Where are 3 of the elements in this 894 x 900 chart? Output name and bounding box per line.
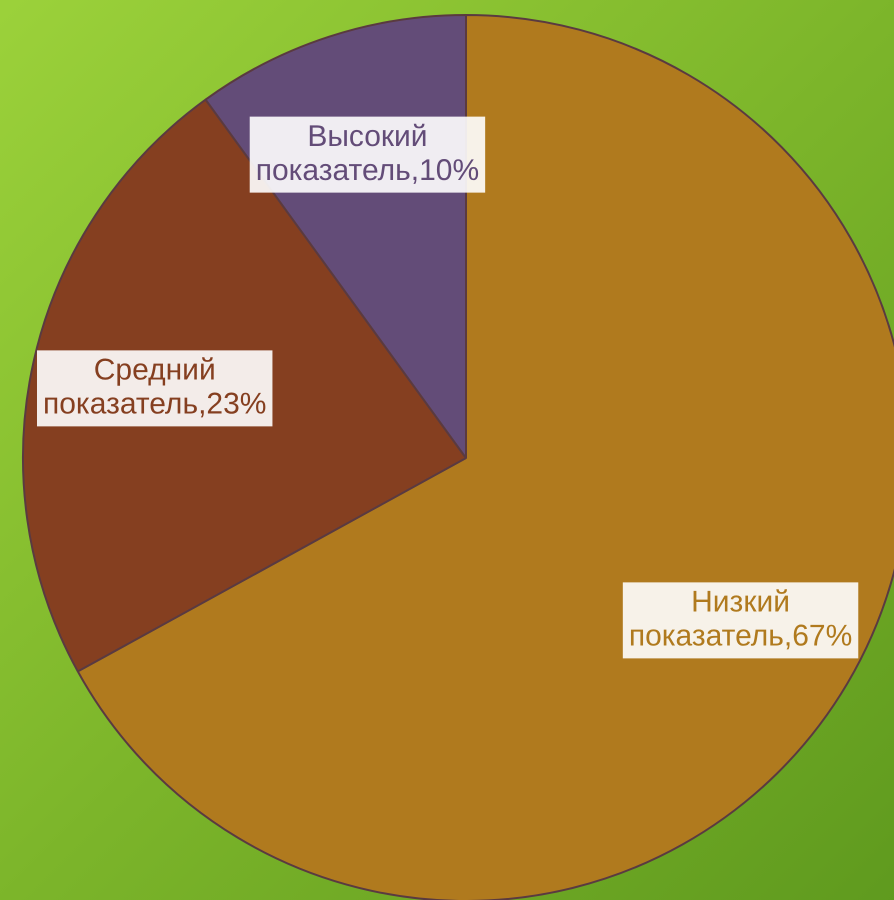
slice-label: Средний показатель,23% xyxy=(42,354,266,421)
slice-label: Высокий показатель,10% xyxy=(256,120,480,187)
slice-label: Низкий показатель,67% xyxy=(628,586,852,653)
